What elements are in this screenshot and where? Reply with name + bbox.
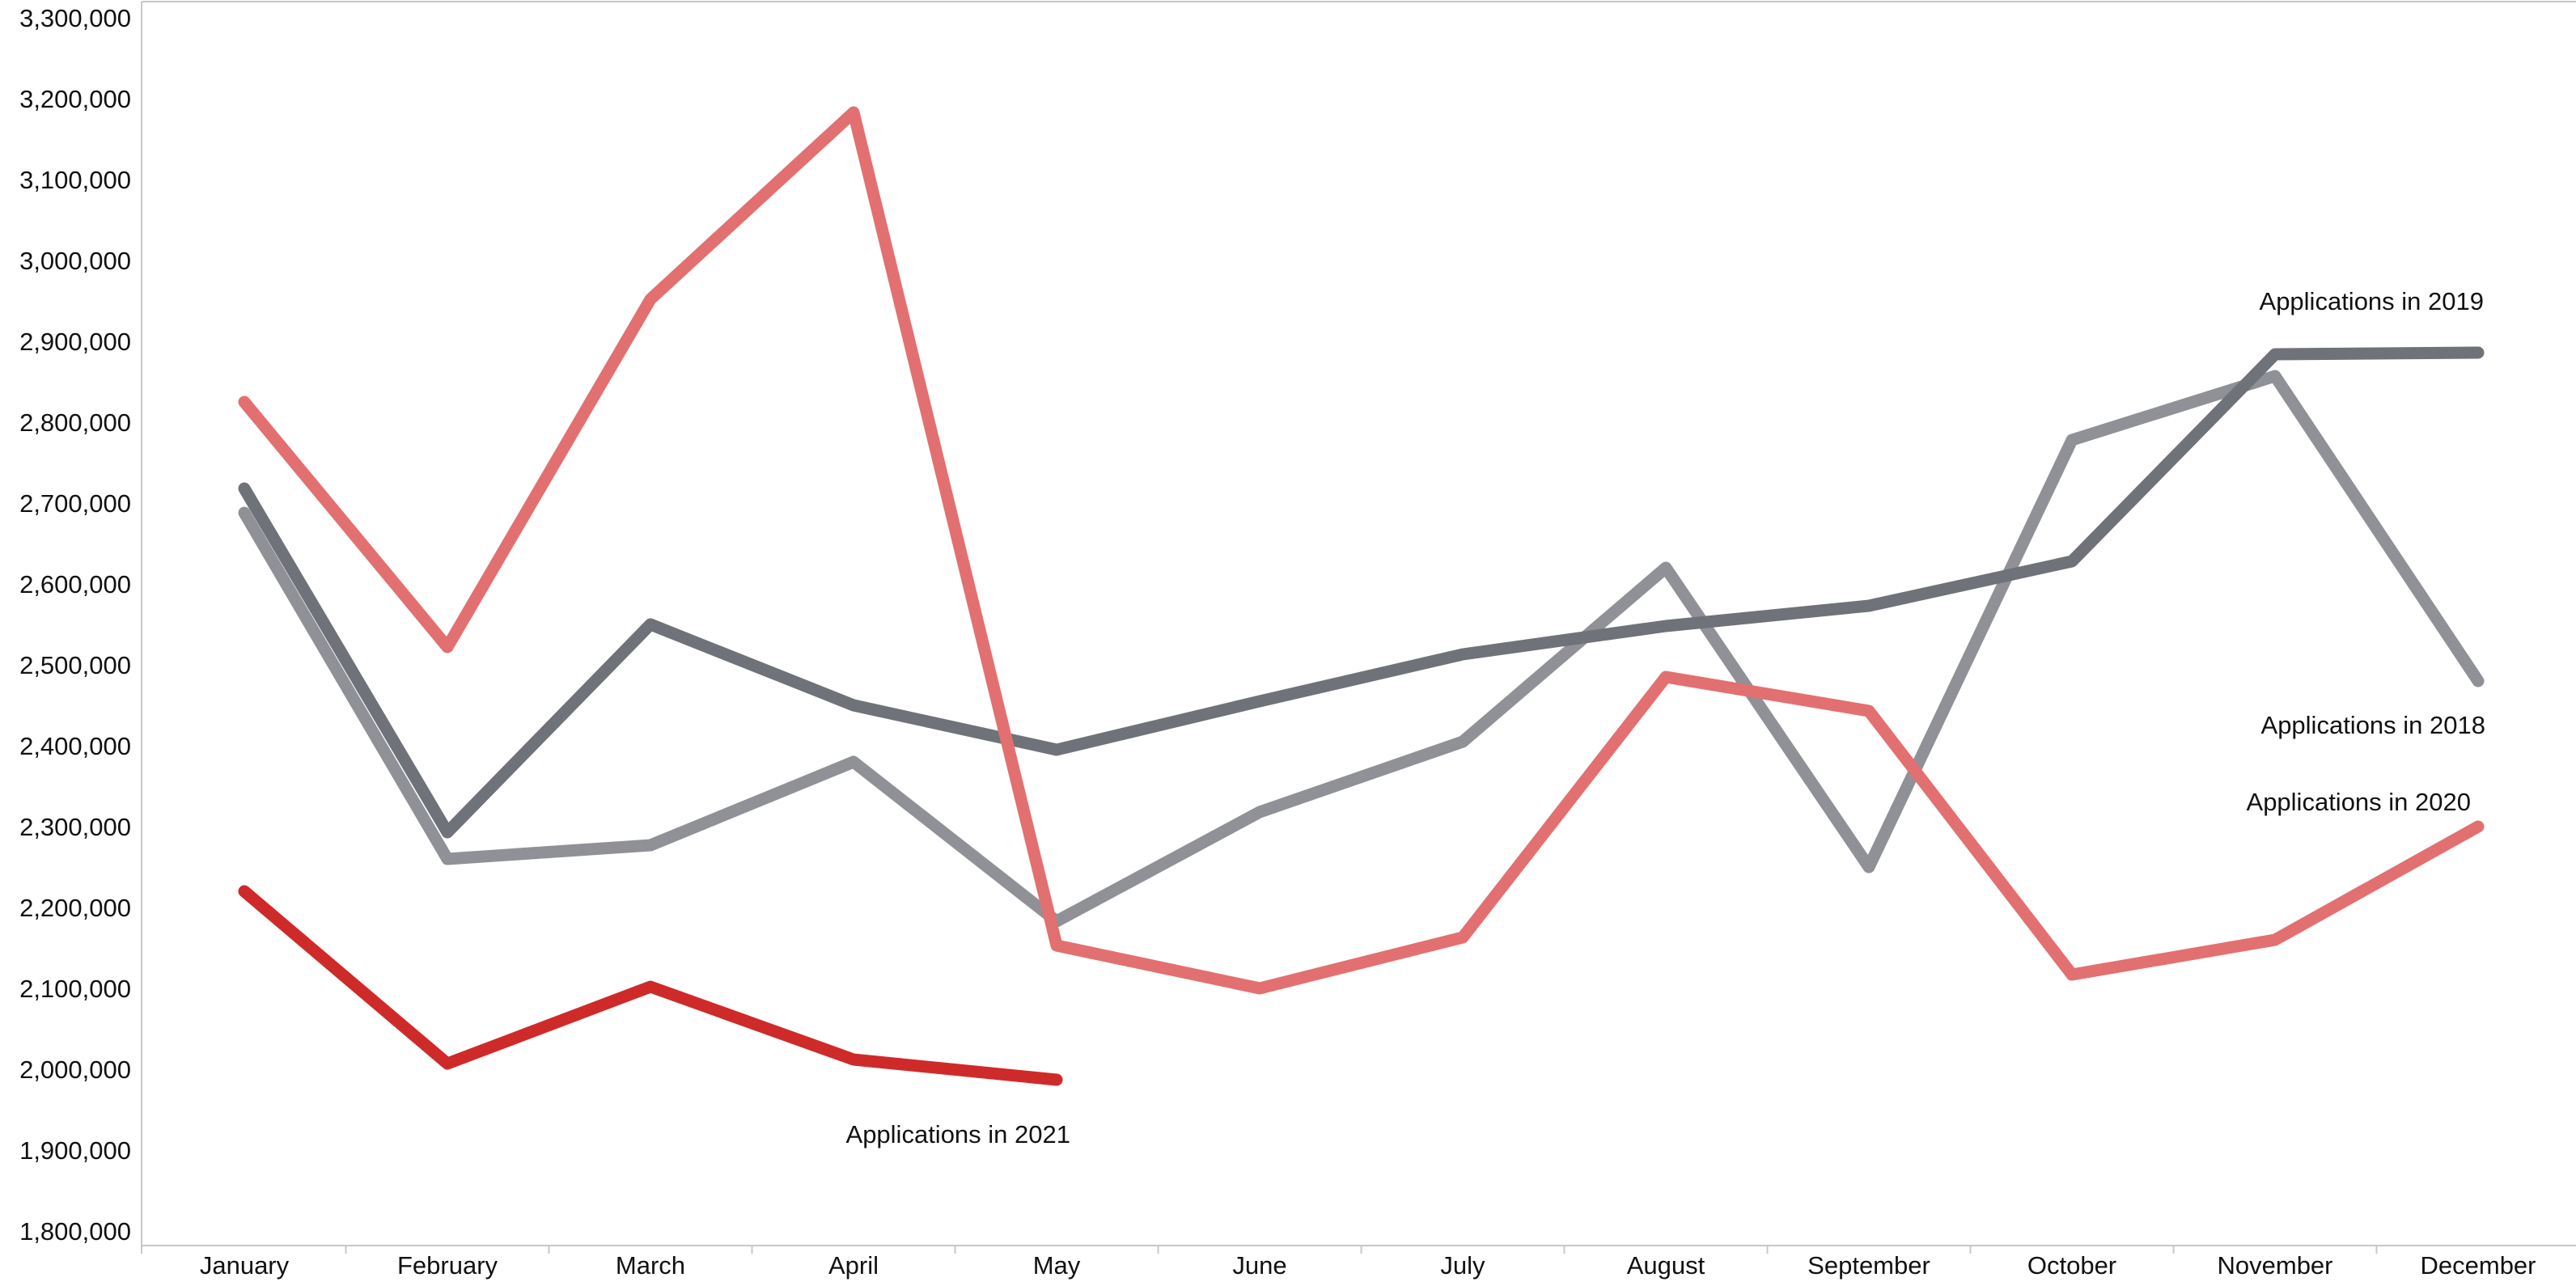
y-tick-label: 2,700,000 — [19, 489, 131, 518]
x-tick-label: November — [2218, 1251, 2333, 1280]
y-tick-label: 2,900,000 — [19, 328, 131, 356]
y-tick-label: 1,900,000 — [19, 1136, 131, 1165]
x-tick-label: December — [2421, 1251, 2536, 1280]
series-labels: Applications in 2019 Applications in 201… — [846, 287, 2485, 1149]
x-tick-label: October — [2027, 1251, 2116, 1280]
y-tick-label: 3,200,000 — [19, 85, 131, 113]
y-tick-label: 2,200,000 — [19, 894, 131, 922]
y-tick-label: 2,000,000 — [19, 1055, 131, 1084]
y-tick-label: 2,100,000 — [19, 975, 131, 1003]
x-tick-label: January — [200, 1251, 290, 1280]
y-tick-label: 2,600,000 — [19, 570, 131, 599]
y-tick-labels: 1,800,000 1,900,000 2,000,000 2,100,000 2,20… — [19, 4, 131, 1246]
y-tick-label: 1,800,000 — [19, 1217, 131, 1246]
x-tick-labels: January February March April May June July Augu… — [141, 1246, 2536, 1280]
series-line-s2018 — [238, 370, 2485, 928]
series-lines — [238, 106, 2485, 1086]
series-label-2018: Applications in 2018 — [2261, 711, 2485, 739]
series-line-s2021 — [238, 885, 1063, 1086]
series-label-2021: Applications in 2021 — [846, 1120, 1070, 1149]
y-tick-label: 2,800,000 — [19, 408, 131, 437]
x-tick-label: June — [1232, 1251, 1286, 1280]
series-line-s2019 — [238, 346, 2485, 839]
series-line-s2020 — [238, 106, 2485, 995]
y-tick-label: 2,500,000 — [19, 651, 131, 679]
y-tick-label: 3,300,000 — [19, 4, 131, 32]
y-tick-label: 3,100,000 — [19, 166, 131, 194]
y-tick-label: 2,400,000 — [19, 732, 131, 760]
x-tick-label: April — [828, 1251, 879, 1280]
series-label-2019: Applications in 2019 — [2260, 287, 2484, 315]
x-tick-label: July — [1440, 1251, 1485, 1280]
x-tick-label: September — [1807, 1251, 1930, 1280]
x-tick-label: August — [1627, 1251, 1705, 1280]
x-tick-label: May — [1033, 1251, 1081, 1280]
axes: 1,800,000 1,900,000 2,000,000 2,100,000 2,20… — [19, 1, 2576, 1280]
x-tick-label: February — [397, 1251, 498, 1280]
series-label-2020: Applications in 2020 — [2247, 788, 2471, 816]
x-tick-label: March — [616, 1251, 685, 1280]
y-tick-label: 2,300,000 — [19, 813, 131, 841]
y-tick-label: 3,000,000 — [19, 247, 131, 275]
